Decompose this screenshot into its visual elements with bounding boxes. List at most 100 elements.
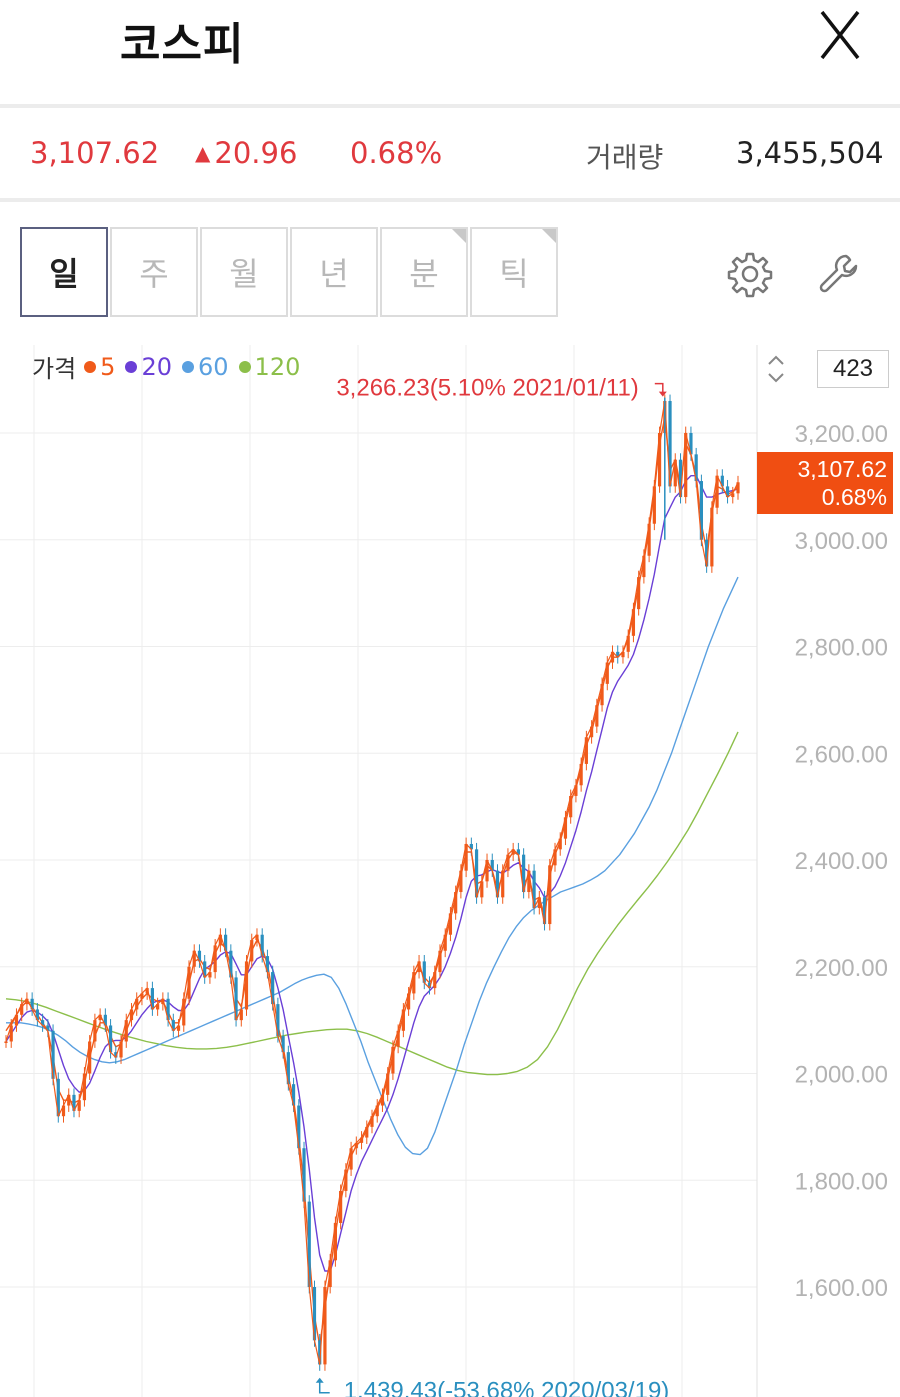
legend-dot (84, 360, 97, 373)
price-candle (396, 1030, 400, 1047)
price-candle (527, 870, 531, 893)
settings-button[interactable] (726, 250, 774, 298)
series-line-ma120 (5, 731, 739, 1076)
tab-label: 분 (409, 255, 439, 293)
price-candle (605, 662, 609, 684)
price-candle (480, 881, 484, 898)
price-candle (124, 1020, 128, 1042)
price-candle (506, 854, 510, 871)
price-candle (114, 1052, 118, 1058)
price-chart[interactable]: 3,200.00 3,000.00 2,800.00 2,600.00 2,400.00… (0, 345, 900, 1397)
price-candle (590, 726, 594, 738)
period-tabs: 일 주 월 년 분 틱 (20, 227, 560, 321)
legend-text: 120 (254, 352, 301, 381)
series-line-ma60 (6, 576, 739, 1156)
price-candle (553, 849, 557, 866)
y-tick-label: 3,000.00 (795, 528, 888, 555)
tag-percent: 0.68% (821, 484, 887, 510)
price-candle (328, 1260, 332, 1287)
dropdown-corner-icon (452, 229, 466, 243)
price-candle (72, 1094, 76, 1111)
tab-day[interactable]: 일 (20, 227, 108, 317)
price-candle (637, 577, 641, 610)
price-candle (422, 961, 426, 983)
price-candle (145, 988, 149, 994)
y-tick-label: 2,400.00 (795, 848, 888, 875)
price-candle (108, 1025, 113, 1053)
price-candle (359, 1137, 364, 1143)
price-candle (224, 934, 228, 951)
tab-tick[interactable]: 틱 (470, 227, 558, 317)
dropdown-corner-icon (542, 229, 556, 243)
price-change: ▲ 20.96 (195, 136, 297, 170)
price-candle (234, 977, 238, 1021)
tab-month[interactable]: 월 (200, 227, 288, 317)
price-candle (35, 1009, 39, 1021)
price-candle (736, 482, 740, 494)
series-line-ma20 (5, 475, 739, 1272)
y-tick-label: 1,600.00 (795, 1275, 888, 1302)
price-candle (156, 1004, 160, 1010)
price-candle (61, 1105, 66, 1117)
price-candle (548, 865, 552, 925)
price-candle (135, 998, 139, 1010)
visible-count-input[interactable]: 423 (817, 350, 889, 388)
price-candle (213, 945, 217, 973)
price-candle (386, 1073, 390, 1095)
price-candle (119, 1041, 123, 1058)
close-icon (820, 10, 860, 60)
price-candle (98, 1014, 102, 1021)
price-candle (208, 972, 212, 978)
y-tick-label: 2,200.00 (795, 955, 888, 982)
tab-week[interactable]: 주 (110, 227, 198, 317)
divider (0, 198, 900, 202)
scale-toggle[interactable] (764, 352, 788, 386)
price-candle (88, 1041, 92, 1074)
price-candle (291, 1084, 296, 1106)
price-candle (182, 998, 186, 1026)
tab-minute[interactable]: 분 (380, 227, 468, 317)
price-candle (176, 1025, 181, 1031)
price-candle (600, 683, 604, 706)
price-candle (46, 1025, 50, 1031)
price-candle (77, 1100, 81, 1111)
tab-year[interactable]: 년 (290, 227, 378, 317)
price-candle (642, 555, 646, 578)
price-candle (281, 1036, 285, 1053)
price-candle (427, 982, 432, 989)
price-candle (25, 998, 29, 1005)
price-candle (731, 493, 735, 498)
header: 코스피 (0, 0, 900, 106)
price-candle (542, 897, 547, 925)
price-candle (318, 1340, 322, 1365)
price-candle (197, 950, 202, 962)
price-candle (203, 961, 207, 978)
price-candle (558, 838, 562, 850)
price-candle (14, 1014, 19, 1026)
price-candle (699, 481, 703, 540)
price-candle (647, 523, 651, 556)
price-candle (485, 860, 489, 882)
price-candle (239, 1009, 243, 1021)
price-candle (51, 1030, 55, 1079)
price-candle (391, 1046, 395, 1074)
min-annotation: 1,439.43(-53.68% 2020/03/19) (344, 1378, 670, 1397)
y-tick-label: 2,800.00 (795, 635, 888, 662)
price-candle (150, 988, 154, 1010)
close-button[interactable] (808, 6, 872, 66)
gear-icon (727, 252, 773, 298)
tag-price: 3,107.62 (797, 456, 887, 482)
price-candle (307, 1201, 311, 1287)
price-candle (490, 860, 494, 871)
tools-button[interactable] (816, 250, 864, 298)
price-candle (187, 966, 191, 999)
price-candle (438, 950, 442, 973)
tab-label: 년 (319, 255, 349, 293)
price-candle (93, 1020, 97, 1042)
price-candle (30, 998, 34, 1010)
price-candle (433, 972, 437, 989)
legend-label: 가격 (32, 355, 77, 383)
price-candle (271, 972, 275, 1005)
price-candle (286, 1052, 290, 1085)
price-candle (260, 934, 264, 957)
